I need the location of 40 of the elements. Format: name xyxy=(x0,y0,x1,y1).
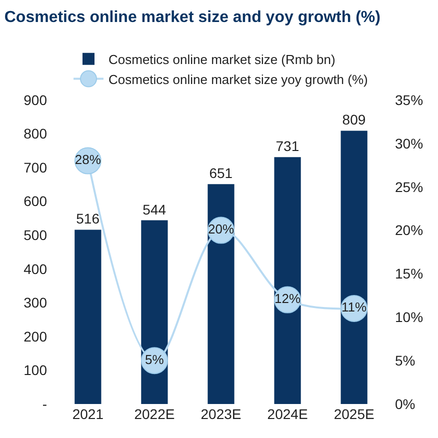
y-tick-label: 400 xyxy=(24,260,48,277)
legend-label: Cosmetics online market size (Rmb bn) xyxy=(108,52,336,67)
bar xyxy=(208,184,234,404)
bar xyxy=(274,157,301,404)
data-label: 5% xyxy=(145,352,164,367)
x-tick-label: 2023E xyxy=(200,406,242,422)
x-tick-label: 2021 xyxy=(72,406,104,422)
y2-tick-label: 0% xyxy=(395,396,416,412)
y2-tick-label: 35% xyxy=(395,92,424,108)
x-tick-label: 2025E xyxy=(334,406,374,422)
y-tick-label: 500 xyxy=(24,227,48,244)
data-label: 731 xyxy=(276,138,300,154)
data-label: 651 xyxy=(209,165,233,182)
y2-tick-label: 30% xyxy=(395,135,424,152)
data-label: 28% xyxy=(74,152,102,168)
y-tick-label: 800 xyxy=(24,126,48,142)
y2-tick-label: 10% xyxy=(395,309,424,326)
x-tick-label: 2022E xyxy=(134,406,175,422)
bar xyxy=(74,230,102,404)
chart-title: Cosmetics online market size and yoy growth (%) xyxy=(4,9,380,26)
data-label: 544 xyxy=(142,201,166,218)
y2-tick-label: 20% xyxy=(395,222,424,238)
y-tick-label: - xyxy=(42,396,48,412)
y-tick-label: 300 xyxy=(24,294,48,311)
y-tick-label: 700 xyxy=(24,159,48,176)
data-label: 809 xyxy=(342,112,366,128)
y-tick-label: 600 xyxy=(24,193,48,210)
y2-tick-label: 15% xyxy=(395,266,424,282)
bar xyxy=(340,130,368,404)
y-tick-label: 900 xyxy=(24,92,48,108)
data-label: 11% xyxy=(342,300,368,315)
legend-label: Cosmetics online market size yoy growth (%) xyxy=(108,72,368,87)
y2-tick-label: 25% xyxy=(395,178,424,195)
y2-tick-label: 5% xyxy=(395,352,416,368)
x-tick-label: 2024E xyxy=(267,406,308,422)
data-label: 20% xyxy=(208,222,234,237)
y-tick-label: 100 xyxy=(24,362,48,378)
data-label: 12% xyxy=(274,291,301,306)
y-tick-label: 200 xyxy=(24,328,48,344)
data-label: 516 xyxy=(76,210,100,227)
